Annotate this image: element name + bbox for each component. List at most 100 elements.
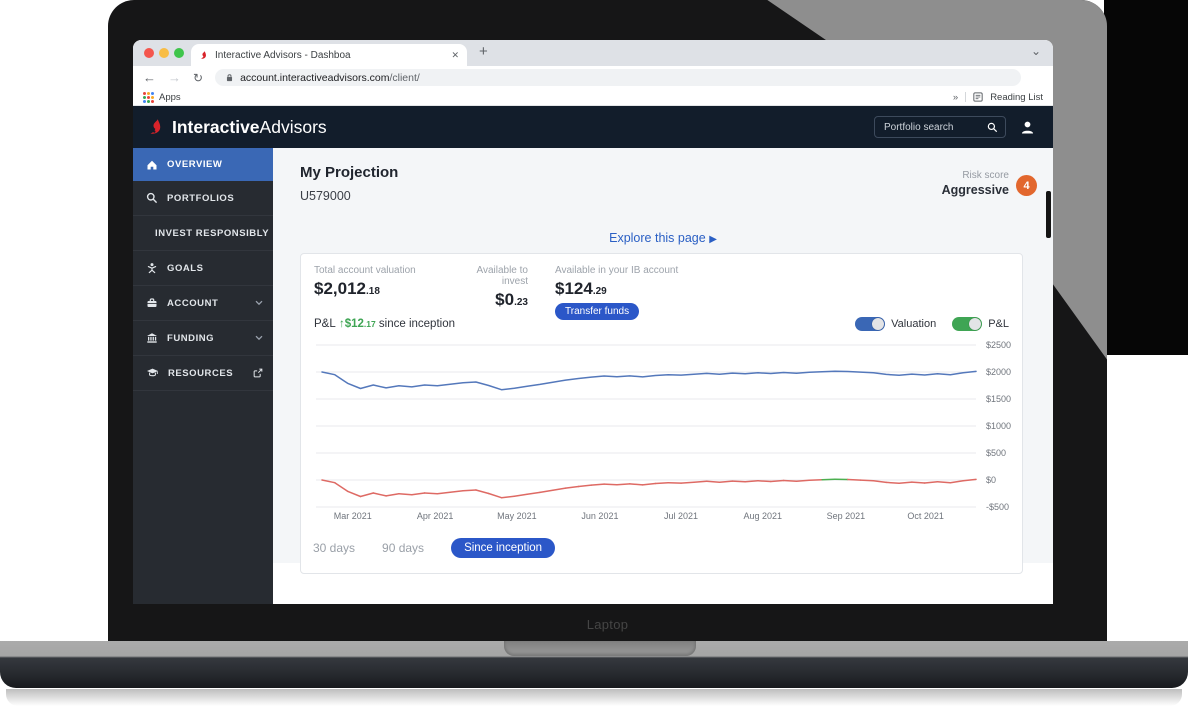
sidebar-item-resources[interactable]: RESOURCES [133,356,273,391]
sidebar-item-label: RESOURCES [168,367,234,379]
brand-logo[interactable]: InteractiveAdvisors [147,117,327,138]
svg-text:Apr 2021: Apr 2021 [417,511,454,521]
lock-icon [227,73,233,81]
svg-text:$1500: $1500 [986,394,1011,404]
apps-label[interactable]: Apps [159,91,181,103]
portfolio-search-input[interactable] [882,120,987,134]
url-domain: account.interactiveadvisors.com [240,71,390,84]
bookmarks-divider [965,92,967,102]
risk-score-block: Risk score Aggressive [942,170,1009,197]
sidebar-item-label: GOALS [167,262,204,274]
flame-icon [150,118,161,134]
forward-icon[interactable]: → [168,70,181,85]
bank-icon [147,333,157,343]
apps-grid-icon[interactable] [143,91,154,103]
user-account-icon[interactable] [1020,120,1035,135]
sidebar-item-account[interactable]: ACCOUNT [133,286,273,321]
svg-text:-$500: -$500 [986,502,1009,512]
tab-overflow-chevron-icon[interactable]: ⌄ [1030,44,1041,58]
account-id: U579000 [300,189,351,203]
sidebar-item-invest-responsibly[interactable]: INVEST RESPONSIBLY [133,216,286,251]
period-selector: 30 days 90 days Since inception [313,538,556,558]
goals-icon [147,263,157,274]
briefcase-icon [147,298,157,307]
brand-wordmark: InteractiveAdvisors [172,116,327,137]
tab-close-icon[interactable]: ✕ [451,49,459,60]
stat-available-ib: Available in your IB account $124.29 Tra… [555,265,678,320]
series-toggles: Valuation P&L [855,317,1009,331]
back-icon[interactable]: ← [143,70,156,85]
window-zoom-button[interactable] [174,48,184,58]
svg-text:May 2021: May 2021 [497,511,537,521]
url-text: account.interactiveadvisors.com/client/ [240,72,420,84]
explore-page-link[interactable]: Explore this page ▶ [609,231,717,245]
svg-text:Sep 2021: Sep 2021 [827,511,866,521]
bookmarks-overflow-icon[interactable]: » [952,91,959,103]
new-tab-button[interactable]: + [479,43,488,60]
portfolio-search-box[interactable] [874,116,1006,138]
pnl-toggle-switch[interactable] [952,317,983,331]
main-content: My Projection U579000 Risk score Aggress… [273,148,1053,604]
app-body: OVERVIEW PORTFOLIOS INVEST RESPONSIBLY G… [133,148,1053,604]
projection-card: Total account valuation $2,012.18 Availa… [300,253,1023,574]
svg-text:$0: $0 [986,475,996,485]
stats-row: Total account valuation $2,012.18 Availa… [314,265,678,320]
sidebar-item-goals[interactable]: GOALS [133,251,273,286]
pl-chart-container: $2500 $2000 $1500 $1000 $500 $0 -$500 Mar 2021 A… [314,336,1014,526]
favicon-flame-icon [200,50,206,59]
sidebar-item-label: PORTFOLIOS [167,192,235,204]
svg-text:Jun 2021: Jun 2021 [581,511,618,521]
period-since-inception[interactable]: Since inception [451,538,556,558]
background-black-panel [1104,0,1188,355]
valuation-toggle-switch[interactable] [855,317,886,331]
risk-score-value: Aggressive [941,183,1009,197]
page-title: My Projection [300,164,399,181]
pnl-suffix: since inception [378,318,455,330]
transfer-funds-button[interactable]: Transfer funds [555,303,640,320]
sidebar-item-label: OVERVIEW [167,159,223,170]
risk-score-label: Risk score [962,170,1009,181]
address-bar[interactable]: account.interactiveadvisors.com/client/ [215,69,1022,86]
reading-list-icon [973,92,983,102]
valuation-toggle[interactable]: Valuation [855,317,936,331]
graduation-cap-icon [147,368,158,377]
period-90-days[interactable]: 90 days [382,541,425,555]
browser-window: Interactive Advisors - Dashboa ✕ + ⌄ ← →… [133,40,1053,604]
svg-text:Jul 2021: Jul 2021 [664,511,698,521]
svg-text:Mar 2021: Mar 2021 [334,511,372,521]
window-minimize-button[interactable] [159,48,169,58]
sidebar-item-label: INVEST RESPONSIBLY [155,227,270,239]
sidebar-item-overview[interactable]: OVERVIEW [133,148,273,181]
browser-tab[interactable]: Interactive Advisors - Dashboa ✕ [191,44,467,66]
pl-chart: $2500 $2000 $1500 $1000 $500 $0 -$500 Mar 2021 A… [316,340,1011,521]
sidebar-item-label: ACCOUNT [167,297,219,309]
laptop-reflection [6,689,1182,706]
reading-list-label[interactable]: Reading List [990,91,1043,103]
pnl-summary-row: P&L ↑ $12.17 since inception Valuation P&… [314,317,1009,331]
app-header: InteractiveAdvisors [133,106,1053,148]
home-icon [147,160,157,169]
play-arrow-icon: ▶ [709,234,717,245]
window-close-button[interactable] [144,48,154,58]
svg-text:$500: $500 [986,448,1006,458]
pnl-label: P&L [314,318,336,330]
laptop-label: Laptop [586,617,629,632]
browser-tab-bar: Interactive Advisors - Dashboa ✕ + ⌄ [133,40,1053,66]
chevron-down-icon [255,335,263,341]
stat-total-valuation: Total account valuation $2,012.18 [314,265,416,298]
pnl-up-arrow-icon: ↑ [338,318,345,330]
period-30-days[interactable]: 30 days [313,541,356,555]
svg-text:Aug 2021: Aug 2021 [744,511,783,521]
pnl-toggle[interactable]: P&L [952,317,1009,331]
browser-toolbar: ← → ↻ account.interactiveadvisors.com/cl… [133,66,1053,109]
tab-title: Interactive Advisors - Dashboa [215,49,351,61]
sidebar-item-portfolios[interactable]: PORTFOLIOS [133,181,273,216]
scrollbar-thumb[interactable] [1046,191,1051,238]
svg-text:Oct 2021: Oct 2021 [907,511,944,521]
reload-icon[interactable]: ↻ [193,70,204,85]
search-icon[interactable] [987,122,998,133]
risk-score-badge: 4 [1016,175,1037,196]
svg-text:$2500: $2500 [986,340,1011,350]
sidebar-item-funding[interactable]: FUNDING [133,321,273,356]
